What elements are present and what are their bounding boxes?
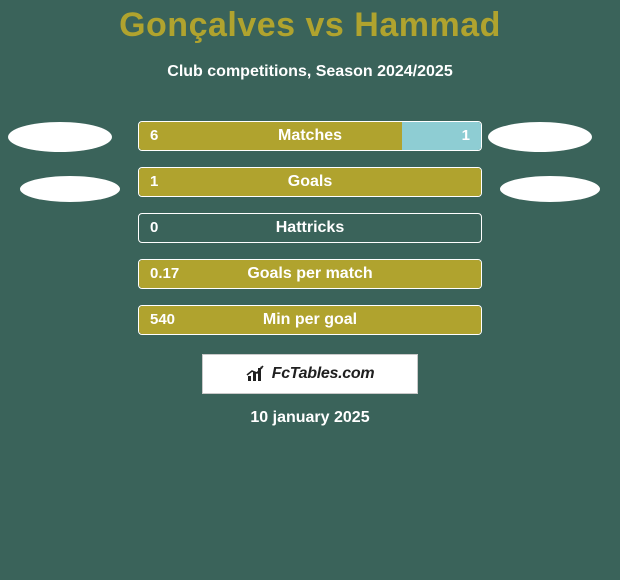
- comparison-card: Gonçalves vs Hammad Club competitions, S…: [0, 0, 620, 580]
- brand-box[interactable]: FcTables.com: [202, 354, 418, 394]
- ellipse-decoration: [8, 122, 112, 152]
- stat-value-left: 6: [150, 121, 158, 151]
- bar-track: [138, 167, 482, 197]
- stat-value-left: 540: [150, 305, 175, 335]
- bar-chart-icon: [246, 365, 268, 383]
- ellipse-decoration: [20, 176, 120, 202]
- stat-value-left: 0.17: [150, 259, 179, 289]
- bar-left: [139, 122, 402, 150]
- bar-track: [138, 121, 482, 151]
- bar-track: [138, 259, 482, 289]
- stat-row: Goals per match0.17: [0, 259, 620, 305]
- stat-value-left: 1: [150, 167, 158, 197]
- stat-row: Hattricks0: [0, 213, 620, 259]
- page-subtitle: Club competitions, Season 2024/2025: [0, 63, 620, 81]
- page-title: Gonçalves vs Hammad: [0, 0, 620, 45]
- bar-left: [139, 306, 481, 334]
- bar-left: [139, 260, 481, 288]
- brand-text: FcTables.com: [272, 365, 375, 383]
- stat-value-right: 1: [462, 121, 470, 151]
- bar-left: [139, 168, 481, 196]
- ellipse-decoration: [488, 122, 592, 152]
- ellipse-decoration: [500, 176, 600, 202]
- date-text: 10 january 2025: [0, 409, 620, 427]
- bar-track: [138, 305, 482, 335]
- bar-track: [138, 213, 482, 243]
- stat-value-left: 0: [150, 213, 158, 243]
- stat-rows: Matches61Goals1Hattricks0Goals per match…: [0, 121, 620, 351]
- stat-row: Min per goal540: [0, 305, 620, 351]
